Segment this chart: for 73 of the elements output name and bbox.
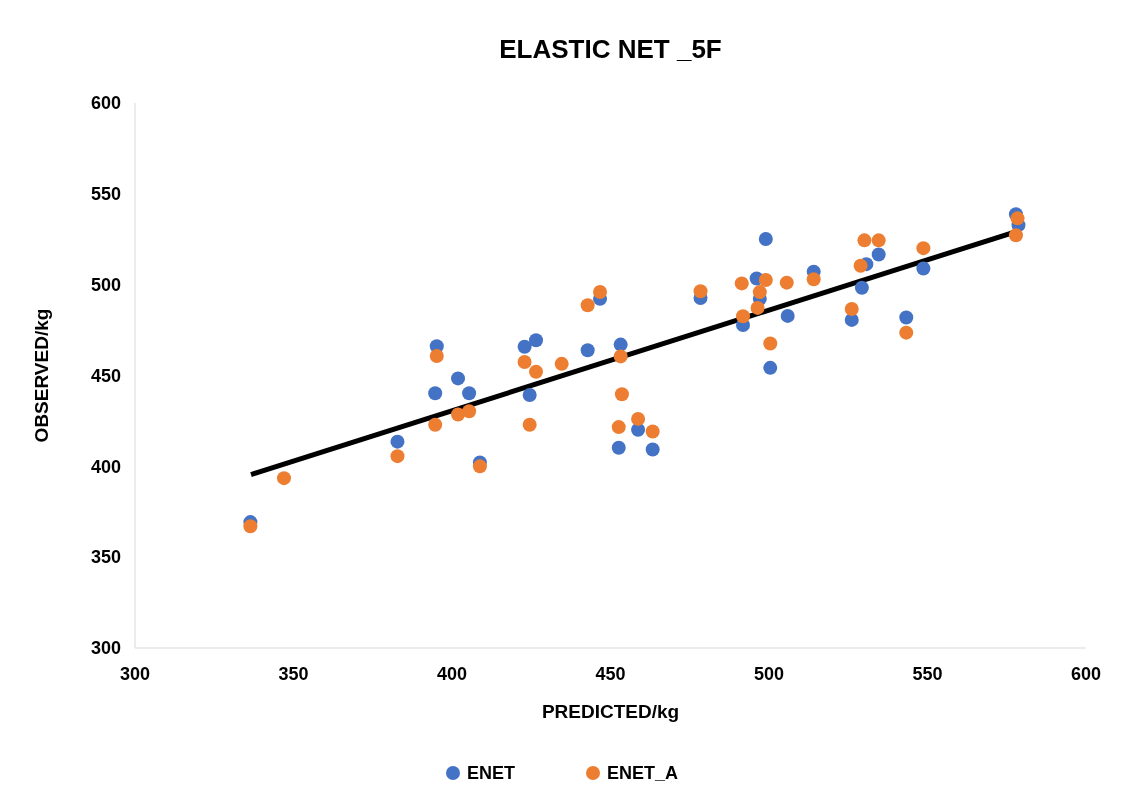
point (462, 404, 477, 419)
chart-title: ELASTIC NET _5F (499, 34, 722, 64)
point (1010, 211, 1025, 226)
x-tick-label: 600 (1070, 664, 1102, 684)
point (529, 364, 544, 379)
point (428, 386, 443, 401)
point (390, 434, 405, 449)
point (645, 424, 660, 439)
y-tick-label: 350 (90, 547, 121, 568)
point (750, 300, 765, 315)
point (779, 275, 794, 290)
point (1008, 228, 1023, 243)
x-axis-title: PREDICTED/kg (541, 701, 680, 722)
point (631, 411, 646, 426)
point (462, 386, 477, 401)
point (899, 325, 914, 340)
point (611, 440, 626, 455)
x-tick-label: 500 (753, 664, 785, 684)
x-tick-label: 550 (912, 664, 943, 684)
y-tick-label: 550 (90, 184, 121, 205)
point (736, 309, 751, 324)
point (428, 417, 443, 432)
point (243, 519, 258, 534)
point (916, 241, 931, 256)
point (451, 371, 466, 386)
point (758, 272, 773, 287)
point (429, 349, 444, 364)
point (734, 276, 749, 291)
point (517, 339, 532, 354)
legend-label: ENET_A (607, 763, 679, 784)
point (916, 261, 931, 276)
point (529, 333, 544, 348)
point (857, 233, 872, 248)
point (390, 449, 405, 464)
x-tick-label: 300 (119, 664, 151, 684)
point (613, 349, 628, 364)
point (752, 285, 767, 300)
x-tick-label: 350 (278, 664, 309, 684)
point (580, 343, 595, 358)
point (517, 355, 532, 370)
point (854, 280, 869, 295)
x-tick-label: 400 (436, 664, 468, 684)
point (780, 308, 795, 323)
point (593, 284, 608, 299)
point (613, 337, 628, 352)
y-tick-label: 500 (90, 274, 121, 295)
point (645, 442, 660, 457)
x-tick-label: 450 (595, 664, 626, 684)
y-tick-label: 600 (90, 93, 121, 114)
point (522, 387, 537, 402)
y-tick-label: 450 (90, 365, 121, 386)
point (806, 272, 821, 287)
point (611, 420, 626, 435)
point (522, 417, 537, 432)
point (554, 356, 569, 371)
y-axis-title: OBSERVED/kg (31, 308, 52, 443)
point (472, 459, 487, 474)
y-tick-label: 400 (90, 456, 121, 477)
point (758, 232, 773, 247)
point (871, 247, 886, 262)
point (844, 302, 859, 317)
y-tick-label: 300 (90, 638, 121, 659)
point (614, 387, 629, 402)
point (580, 298, 595, 313)
point (763, 336, 778, 351)
point (276, 471, 291, 486)
point (763, 360, 778, 375)
point (693, 284, 708, 299)
point (899, 310, 914, 325)
point (451, 407, 466, 422)
legend-label: ENET (467, 763, 516, 784)
point (871, 233, 886, 248)
point (853, 258, 868, 273)
